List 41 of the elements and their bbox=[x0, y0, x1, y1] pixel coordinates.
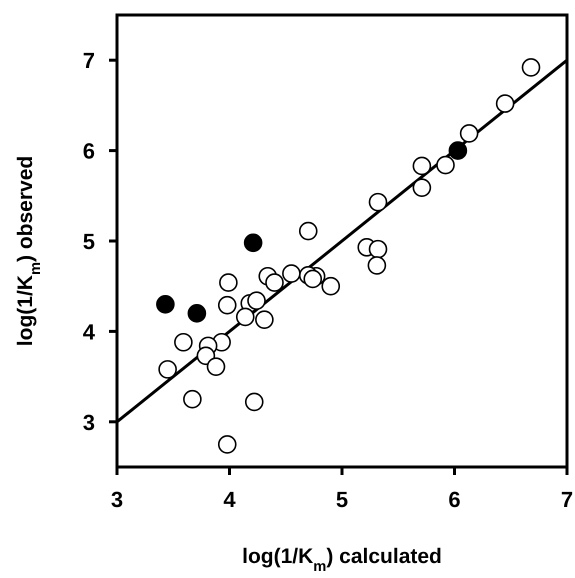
point bbox=[247, 291, 266, 310]
point bbox=[412, 156, 432, 176]
point bbox=[244, 392, 264, 412]
point bbox=[460, 124, 478, 143]
x-tick-label: 7 bbox=[560, 487, 574, 512]
y-tick-label: 6 bbox=[82, 138, 95, 164]
x-axis-title: log(1/K$_{m}$) calculated bbox=[242, 545, 442, 575]
x-tick-label: 5 bbox=[336, 487, 348, 512]
point bbox=[174, 332, 193, 352]
point bbox=[218, 296, 237, 314]
point bbox=[183, 390, 202, 408]
point bbox=[368, 192, 388, 212]
point bbox=[244, 234, 262, 252]
point bbox=[265, 273, 284, 292]
point bbox=[188, 304, 206, 323]
point bbox=[368, 240, 388, 258]
x-tick-label: 3 bbox=[110, 487, 124, 512]
y-tick-label: 7 bbox=[82, 48, 95, 74]
point bbox=[303, 270, 322, 288]
point bbox=[218, 435, 237, 454]
point bbox=[282, 264, 301, 283]
point bbox=[255, 310, 274, 329]
point bbox=[436, 156, 455, 174]
point bbox=[448, 141, 468, 160]
point bbox=[496, 94, 514, 113]
y-tick-label: 5 bbox=[82, 229, 95, 254]
point bbox=[298, 222, 318, 240]
point bbox=[321, 276, 340, 296]
x-tick-label: 4 bbox=[223, 487, 236, 512]
x-tick-label: 6 bbox=[448, 487, 461, 512]
point bbox=[206, 357, 226, 376]
point bbox=[368, 256, 386, 275]
y-tick-label: 3 bbox=[82, 410, 95, 435]
point bbox=[522, 58, 540, 77]
point bbox=[236, 308, 255, 326]
point bbox=[156, 294, 175, 314]
point bbox=[412, 178, 432, 197]
point bbox=[219, 273, 238, 292]
point bbox=[196, 346, 216, 366]
y-tick-label: 4 bbox=[82, 319, 96, 344]
point bbox=[158, 360, 177, 379]
